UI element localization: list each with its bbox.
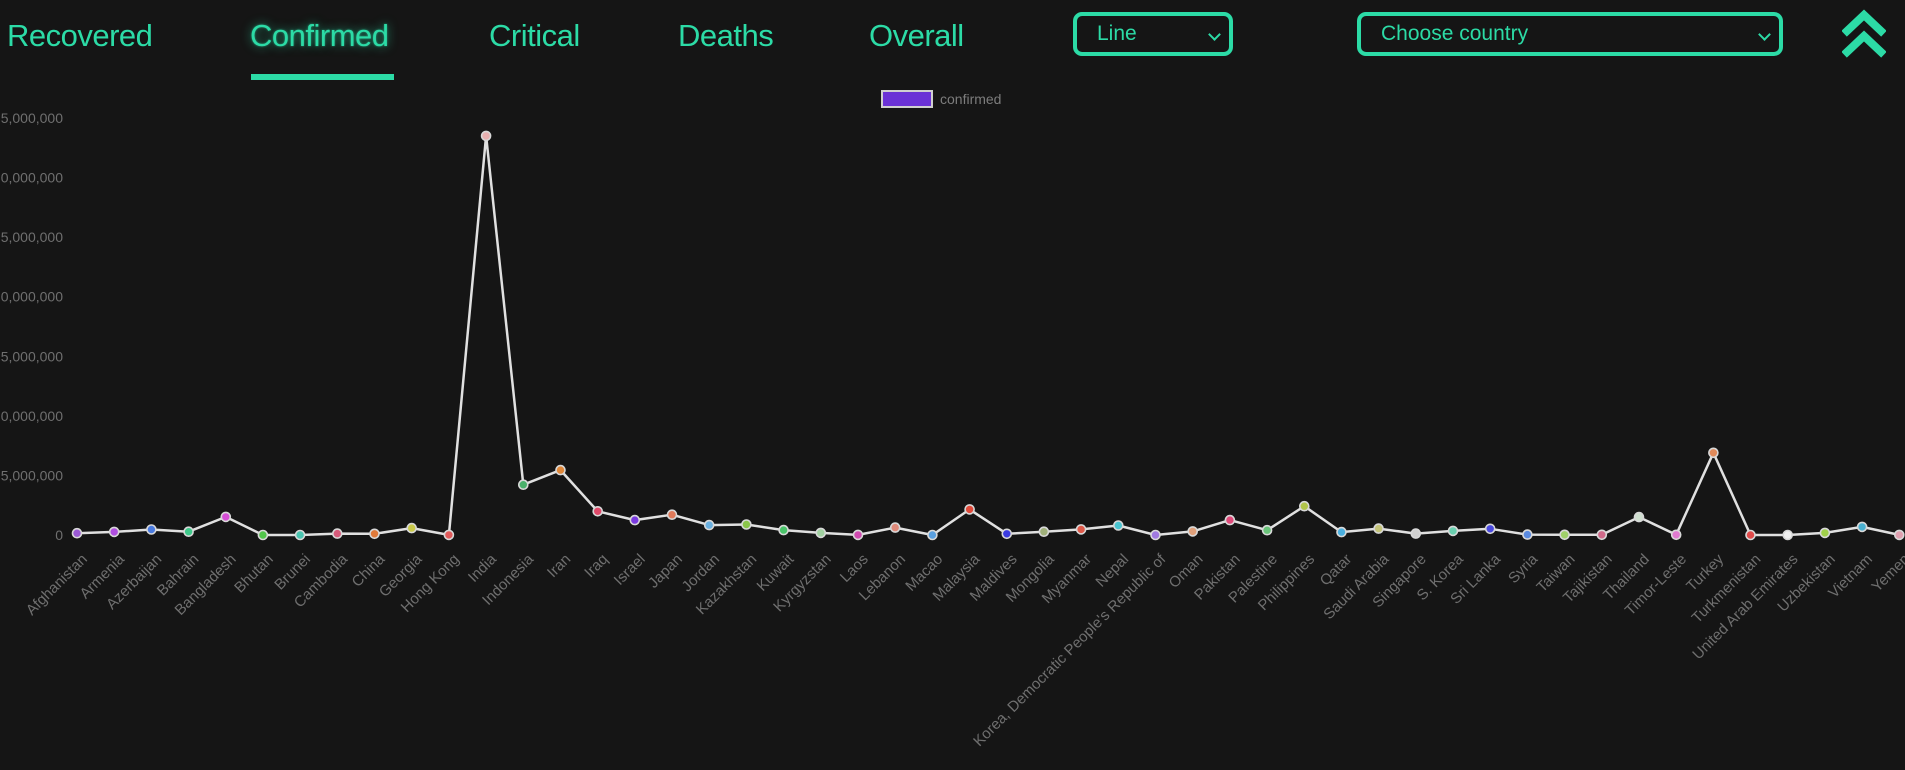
data-point[interactable]	[71, 527, 83, 539]
scroll-to-top-button[interactable]	[1841, 8, 1887, 58]
data-point[interactable]	[1150, 529, 1161, 541]
y-tick-label: 20,000,000	[0, 289, 63, 305]
data-point[interactable]	[108, 526, 120, 538]
y-tick-label: 10,000,000	[0, 408, 63, 424]
y-tick-label: 25,000,000	[0, 229, 63, 245]
data-point[interactable]	[629, 514, 641, 526]
country-select[interactable]: Choose country	[1357, 12, 1783, 56]
data-point[interactable]	[1001, 528, 1013, 540]
series-line-confirmed	[76, 134, 1900, 537]
data-point[interactable]	[1782, 529, 1793, 541]
x-tick-label: Israel	[611, 551, 649, 589]
data-point[interactable]	[443, 529, 455, 541]
data-point[interactable]	[183, 526, 194, 538]
y-tick-label: 5,000,000	[1, 467, 63, 483]
legend-swatch	[881, 90, 933, 108]
tab-confirmed[interactable]: Confirmed	[250, 18, 389, 53]
data-point[interactable]	[1484, 523, 1496, 535]
x-tick-label: Iraq	[581, 551, 611, 581]
data-point[interactable]	[294, 529, 306, 541]
x-tick-label: Yemen	[1868, 551, 1905, 596]
data-point[interactable]	[1299, 500, 1310, 512]
data-point[interactable]	[1819, 527, 1831, 539]
x-tick-label: Iran	[544, 551, 574, 581]
data-point[interactable]	[369, 528, 380, 540]
data-point[interactable]	[852, 529, 864, 541]
data-point[interactable]	[555, 464, 566, 476]
chart-type-select[interactable]: Line	[1073, 12, 1233, 56]
x-tick-label: Bhutan	[231, 551, 277, 597]
data-point[interactable]	[517, 479, 529, 491]
chart-type-select-value: Line	[1097, 22, 1137, 45]
data-point[interactable]	[1373, 523, 1384, 534]
data-point[interactable]	[1894, 529, 1905, 541]
data-point[interactable]	[964, 504, 975, 515]
active-tab-indicator	[251, 74, 394, 80]
country-select-value: Choose country	[1381, 22, 1529, 45]
tab-deaths[interactable]: Deaths	[678, 18, 774, 53]
data-point[interactable]	[406, 522, 418, 534]
data-point[interactable]	[1410, 528, 1422, 539]
data-point[interactable]	[1447, 525, 1459, 537]
data-point[interactable]	[778, 524, 789, 536]
data-point[interactable]	[1708, 447, 1719, 459]
data-point[interactable]	[1522, 529, 1533, 540]
tab-recovered[interactable]: Recovered	[7, 18, 153, 53]
data-point[interactable]	[592, 505, 604, 517]
tab-overall[interactable]: Overall	[869, 18, 964, 53]
data-point[interactable]	[889, 522, 901, 533]
data-point[interactable]	[1113, 520, 1124, 531]
data-point[interactable]	[1856, 521, 1868, 533]
data-point[interactable]	[1224, 514, 1236, 526]
x-axis: AfghanistanArmeniaAzerbaijanBahrainBangl…	[23, 550, 1905, 750]
data-points	[71, 130, 1905, 541]
double-chevron-up-icon	[1841, 9, 1887, 58]
data-point[interactable]	[1670, 529, 1682, 541]
data-point[interactable]	[146, 524, 157, 535]
data-point[interactable]	[703, 519, 715, 531]
tab-critical[interactable]: Critical	[489, 18, 580, 53]
top-navigation: Recovered Confirmed Critical Deaths Over…	[0, 0, 1905, 90]
data-point[interactable]	[1336, 526, 1347, 538]
data-point[interactable]	[666, 509, 678, 521]
y-tick-label: 35,000,000	[0, 110, 63, 126]
data-point[interactable]	[927, 529, 938, 541]
data-point[interactable]	[1187, 526, 1198, 537]
data-point[interactable]	[1596, 529, 1608, 541]
y-tick-label: 15,000,000	[0, 348, 63, 364]
data-point[interactable]	[480, 130, 492, 142]
data-point[interactable]	[1745, 529, 1756, 541]
data-point[interactable]	[741, 519, 752, 530]
data-point[interactable]	[1075, 524, 1087, 535]
data-point[interactable]	[257, 529, 269, 541]
data-point[interactable]	[1633, 511, 1645, 523]
data-point[interactable]	[220, 511, 232, 523]
chart-legend[interactable]: confirmed	[881, 89, 1001, 109]
y-tick-label: 30,000,000	[0, 170, 63, 186]
y-axis: 0 5,000,000 10,000,000 15,000,000 20,000,000…	[0, 110, 63, 543]
data-point[interactable]	[1559, 529, 1570, 541]
data-point[interactable]	[1261, 524, 1273, 536]
data-point[interactable]	[815, 527, 827, 539]
data-point[interactable]	[1038, 526, 1050, 538]
y-tick-label: 0	[55, 527, 63, 543]
data-point[interactable]	[331, 528, 343, 539]
legend-label: confirmed	[940, 91, 1002, 107]
